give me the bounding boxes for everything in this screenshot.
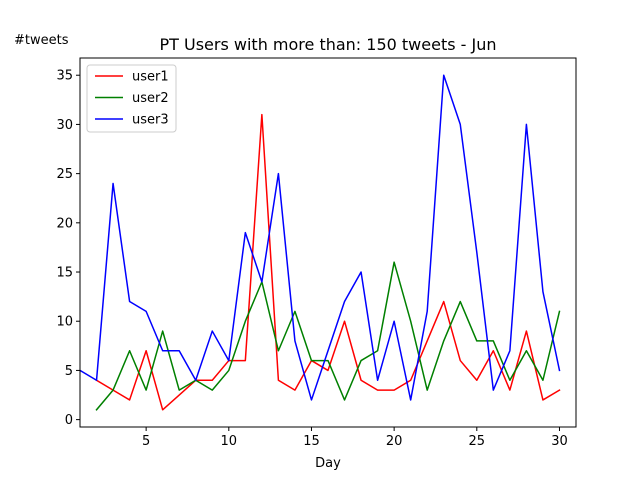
y-tick-label: 30: [56, 118, 73, 133]
legend-entries: user1 user2 user3: [95, 70, 169, 128]
legend-box: [86, 64, 177, 133]
x-tick-label: 5: [142, 434, 150, 449]
plot-frame: [79, 57, 577, 428]
legend: user1 user2 user3: [86, 64, 177, 133]
y-tick-label: 25: [56, 167, 73, 182]
series-line-user1: [95, 113, 561, 411]
series-line-user2: [95, 261, 561, 411]
y-tick-label: 15: [56, 266, 73, 281]
legend-label-user3: user3: [132, 113, 169, 128]
x-tick-label: 15: [303, 434, 320, 449]
series-layer: [78, 74, 561, 411]
legend-label-user1: user1: [132, 70, 169, 85]
y-tick-label: 10: [56, 315, 73, 330]
x-tick-label: 20: [386, 434, 403, 449]
y-tick-label: 20: [56, 216, 73, 231]
series-line-user3: [78, 74, 561, 401]
y-tick-label: 5: [65, 364, 73, 379]
x-axis-label: Day: [315, 456, 341, 471]
ticks-layer: 5 10 15 20 25 30 0 5 10 15 20 25 30 35: [56, 69, 567, 449]
x-tick-label: 25: [469, 434, 486, 449]
y-tick-label: 0: [65, 413, 73, 428]
x-tick-label: 30: [551, 434, 568, 449]
chart-title: PT Users with more than: 150 tweets - Ju…: [159, 35, 496, 54]
y-tick-label: 35: [56, 69, 73, 84]
legend-label-user2: user2: [132, 91, 169, 106]
x-tick-label: 10: [221, 434, 238, 449]
y-axis-label: #tweets: [14, 33, 69, 48]
